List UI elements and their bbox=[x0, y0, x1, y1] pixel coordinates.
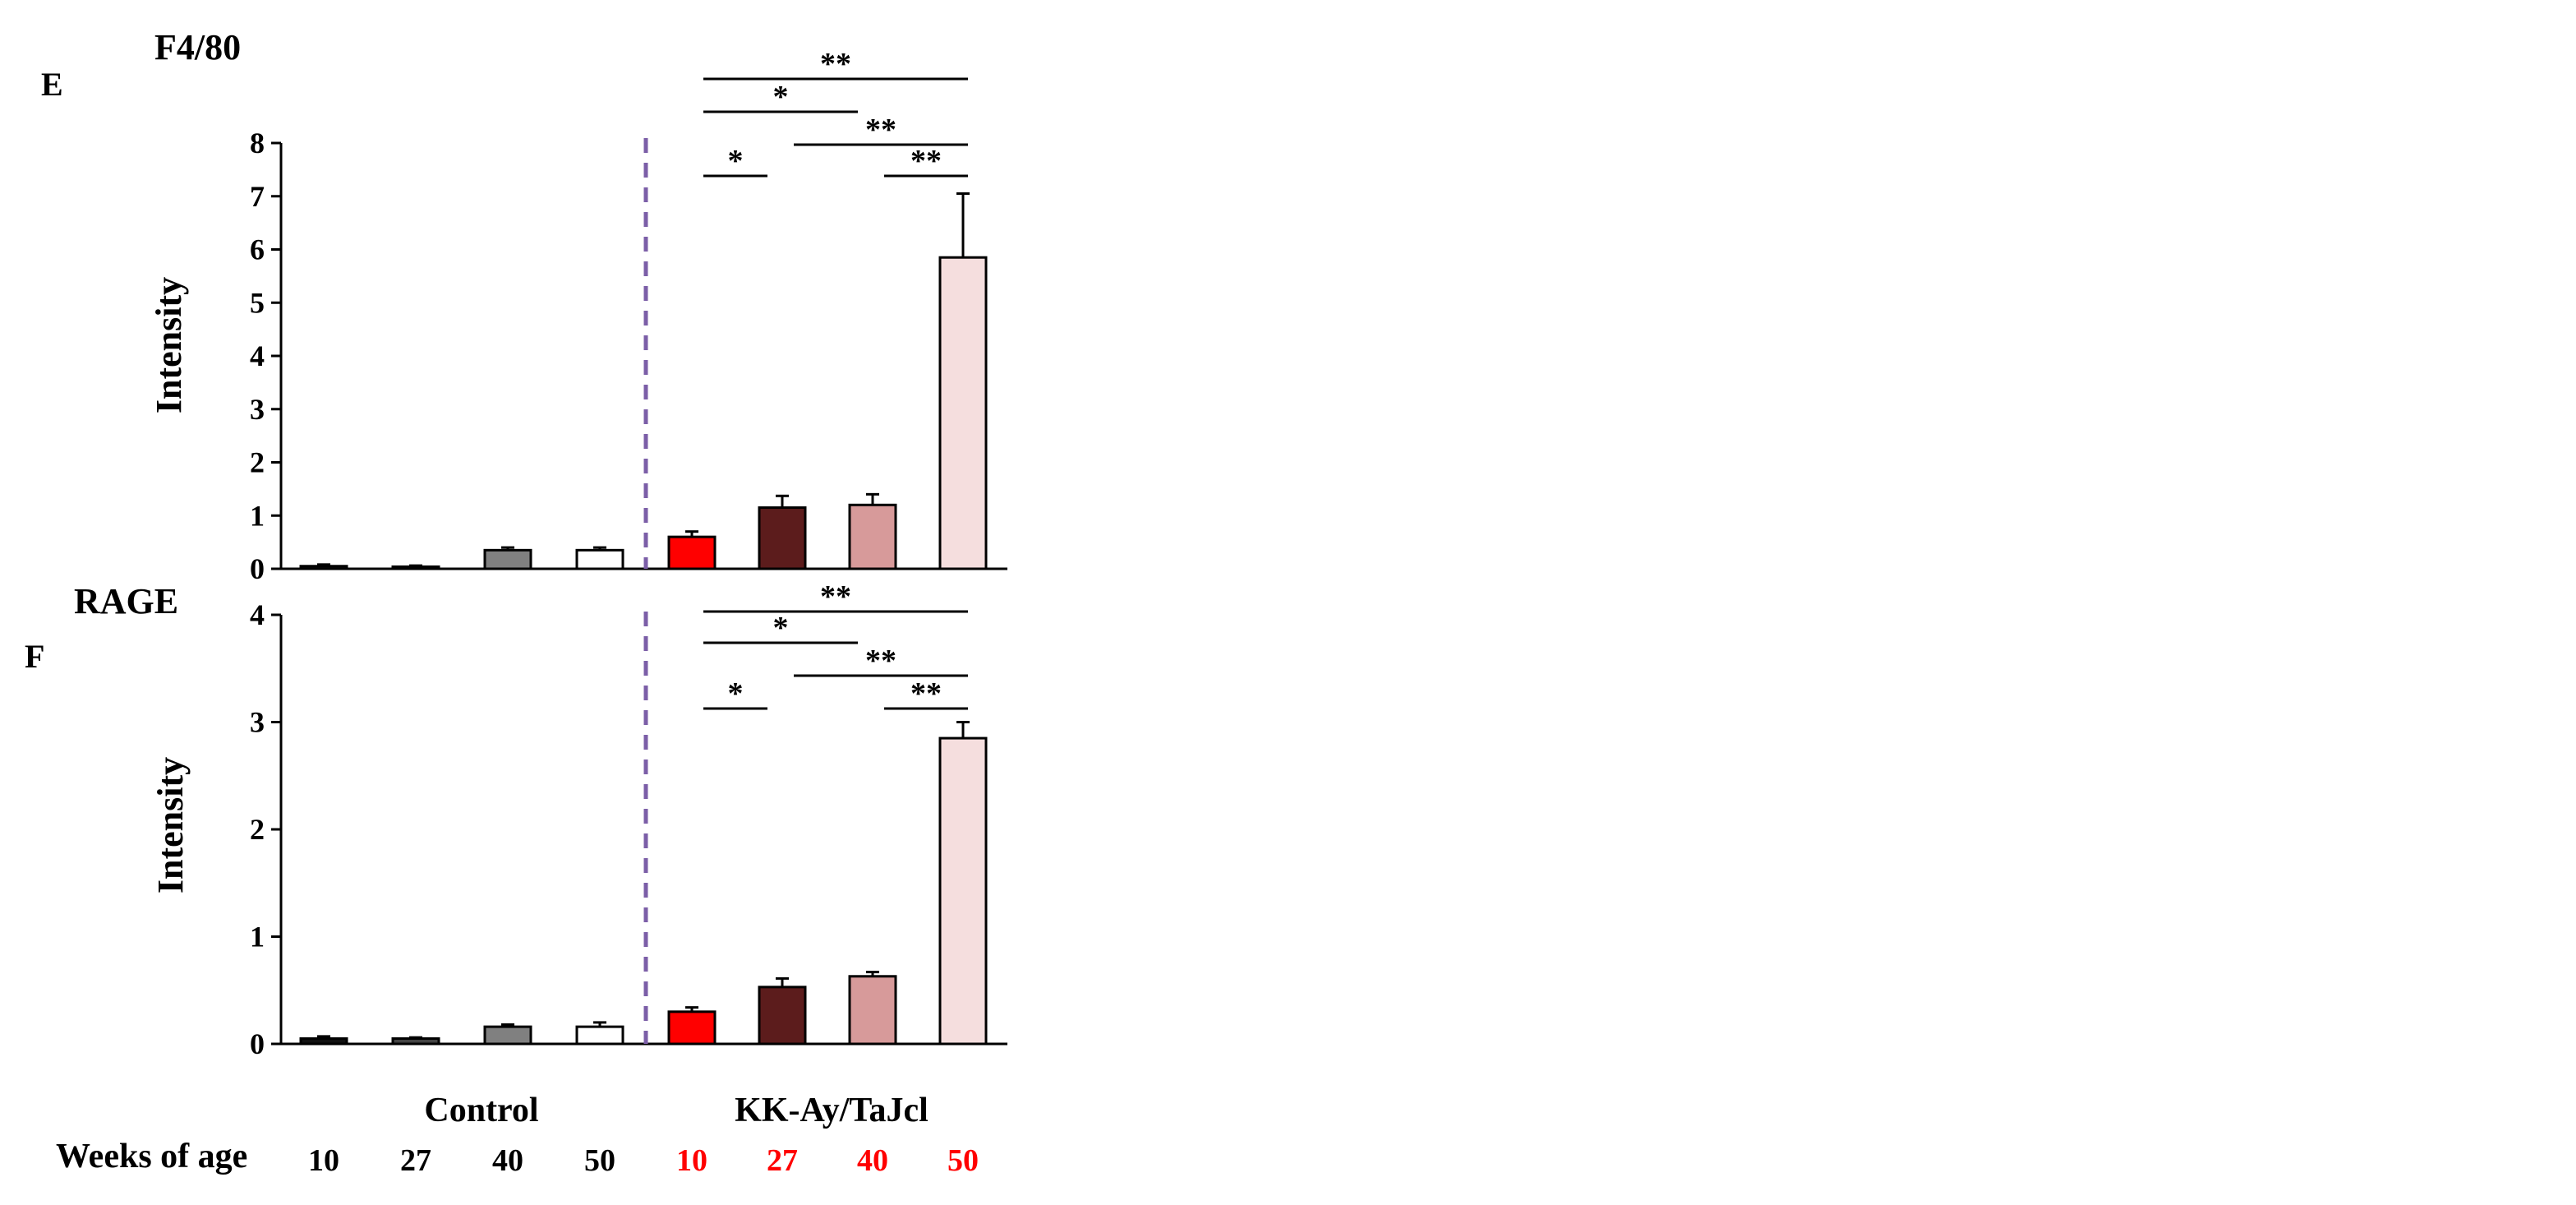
y-ticks: 0 1 2 3 4 bbox=[250, 598, 281, 1060]
bars bbox=[299, 721, 988, 1046]
significance-label: ** bbox=[910, 676, 942, 711]
y-tick-label: 8 bbox=[250, 127, 265, 159]
bar bbox=[667, 1010, 717, 1046]
bar bbox=[299, 1036, 348, 1046]
significance-label: ** bbox=[865, 113, 896, 147]
y-tick-label: 3 bbox=[250, 706, 265, 739]
significance-label: * bbox=[728, 676, 744, 711]
x-tick-label: 50 bbox=[947, 1143, 979, 1178]
x-tick-label: 40 bbox=[857, 1143, 888, 1178]
significance-label: * bbox=[728, 144, 744, 178]
axes bbox=[279, 615, 1007, 1046]
y-axis-label: Intensity bbox=[149, 277, 189, 413]
significance-label: ** bbox=[865, 644, 896, 678]
y-tick-label: 5 bbox=[250, 286, 265, 319]
x-tick-label: 40 bbox=[492, 1143, 523, 1178]
x-row-label: Weeks of age bbox=[56, 1138, 247, 1175]
panel-title: F4/80 bbox=[154, 27, 241, 67]
y-ticks: 0 1 2 3 4 5 6 7 8 bbox=[250, 127, 281, 585]
axes bbox=[279, 143, 1007, 570]
bar bbox=[848, 503, 897, 570]
bar bbox=[848, 975, 897, 1046]
panel-title: RAGE bbox=[74, 581, 178, 621]
y-tick-label: 3 bbox=[250, 393, 265, 426]
bar bbox=[483, 548, 532, 570]
significance-label: ** bbox=[820, 47, 851, 81]
y-tick-label: 4 bbox=[250, 598, 265, 631]
significance-label: * bbox=[773, 611, 789, 645]
significance-brackets: ****** ** bbox=[703, 47, 968, 178]
significance-label: * bbox=[773, 80, 789, 114]
bar bbox=[391, 565, 440, 570]
x-tick-label: 10 bbox=[676, 1143, 707, 1178]
y-tick-label: 0 bbox=[250, 552, 265, 585]
y-tick-label: 4 bbox=[250, 339, 265, 372]
bar bbox=[938, 736, 988, 1046]
panel-letter: F bbox=[25, 638, 44, 675]
bar bbox=[758, 506, 807, 570]
y-tick-label: 2 bbox=[250, 813, 265, 846]
y-tick-label: 2 bbox=[250, 446, 265, 479]
bar bbox=[758, 986, 807, 1046]
bar bbox=[938, 256, 988, 570]
x-tick-label: 50 bbox=[584, 1143, 615, 1178]
significance-brackets: ****** ** bbox=[703, 579, 968, 711]
y-tick-label: 6 bbox=[250, 233, 265, 266]
group-label-disease: KK-Ay/TaJcl bbox=[735, 1092, 929, 1129]
bars bbox=[299, 192, 988, 570]
x-tick-label: 27 bbox=[767, 1143, 798, 1178]
y-axis-label: Intensity bbox=[150, 757, 191, 893]
significance-label: ** bbox=[820, 579, 851, 614]
y-tick-label: 1 bbox=[250, 921, 265, 953]
bar bbox=[667, 535, 717, 570]
bar bbox=[483, 1025, 532, 1046]
x-tick-label: 27 bbox=[400, 1143, 431, 1178]
y-tick-label: 0 bbox=[250, 1027, 265, 1060]
group-label-control: Control bbox=[424, 1092, 538, 1129]
y-tick-label: 7 bbox=[250, 180, 265, 213]
bar bbox=[575, 548, 624, 570]
bar bbox=[575, 1025, 624, 1046]
x-tick-label: 10 bbox=[308, 1143, 339, 1178]
panel-letter: E bbox=[41, 66, 63, 103]
bar bbox=[299, 565, 348, 570]
y-tick-label: 1 bbox=[250, 499, 265, 532]
significance-label: ** bbox=[910, 144, 942, 178]
bar bbox=[391, 1036, 440, 1046]
x-tick-labels: 10 27 40 50 10 27 40 50 bbox=[308, 1143, 979, 1178]
